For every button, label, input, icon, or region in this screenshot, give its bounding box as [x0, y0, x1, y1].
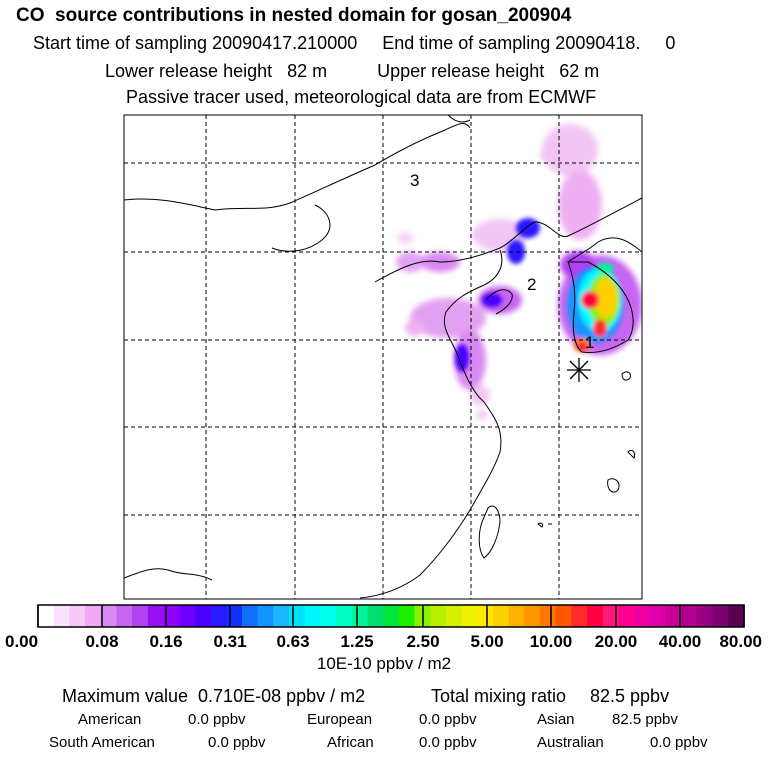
australian-label: Australian: [537, 734, 604, 751]
colorbar-swatch: [132, 605, 149, 627]
colorbar-swatch: [681, 605, 698, 627]
release-height-line: Lower release height 82 m Upper release …: [105, 61, 600, 81]
colorbar-swatch: [53, 605, 70, 627]
colorbar-swatch: [210, 605, 227, 627]
region-label-2: 2: [527, 275, 536, 294]
colorbar-swatch: [383, 605, 400, 627]
total-mixing-value: 82.5 ppbv: [590, 686, 670, 706]
colorbar-swatch: [571, 605, 588, 627]
american-value: 0.0 ppbv: [188, 711, 246, 728]
american-label: American: [78, 711, 142, 728]
colorbar-swatch: [712, 605, 729, 627]
colorbar-tick-label: 10.00: [530, 632, 573, 651]
colorbar-swatch: [367, 605, 384, 627]
map-frame: [123, 114, 643, 600]
colorbar-unit: 10E-10 ppbv / m2: [316, 654, 452, 673]
colorbar-swatch: [649, 605, 667, 627]
colorbar-swatch: [194, 605, 212, 627]
colorbar-swatch: [665, 605, 682, 627]
colorbar-tick-label: 0.00: [5, 632, 38, 651]
colorbar-swatch: [696, 605, 714, 627]
colorbar-swatch: [602, 605, 620, 627]
colorbar-swatch: [100, 605, 118, 627]
colorbar-swatches: [38, 605, 745, 627]
colorbar-ticks: [37, 605, 745, 627]
asian-value: 82.5 ppbv: [612, 711, 678, 728]
australian-value: 0.0 ppbv: [650, 734, 708, 751]
colorbar-swatch: [540, 605, 557, 627]
region-label-3: 3: [410, 171, 419, 190]
european-value: 0.0 ppbv: [419, 711, 477, 728]
colorbar-tick-label: 1.25: [340, 632, 373, 651]
colorbar-frame: [37, 604, 745, 628]
lat-lon-grid: [124, 115, 642, 599]
colorbar-swatch: [69, 605, 86, 627]
colorbar-tick-label: 5.00: [470, 632, 503, 651]
colorbar-swatch: [163, 605, 180, 627]
colorbar-swatch: [618, 605, 635, 627]
colorbar-tick-label: 2.50: [406, 632, 439, 651]
colorbar-swatch: [116, 605, 133, 627]
african-label: African: [327, 734, 374, 751]
colorbar-swatch: [179, 605, 196, 627]
region-label-1: 1: [585, 333, 594, 352]
sampling-time-line: Start time of sampling 20090417.210000 E…: [33, 33, 676, 53]
colorbar-swatch: [336, 605, 353, 627]
colorbar-tick-label: 20.00: [595, 632, 638, 651]
colorbar-swatch: [304, 605, 321, 627]
colorbar-swatch: [273, 605, 290, 627]
colorbar-swatch: [85, 605, 102, 627]
european-label: European: [307, 711, 373, 728]
colorbar-swatch: [241, 605, 259, 627]
colorbar-swatch: [587, 605, 604, 627]
african-value: 0.0 ppbv: [419, 734, 477, 751]
colorbar-swatch: [430, 605, 447, 627]
colorbar-tick-label: 80.00: [719, 632, 762, 651]
max-value: Maximum value 0.710E-08 ppbv / m2: [62, 686, 366, 706]
colorbar-swatch: [477, 605, 494, 627]
colorbar-swatch: [634, 605, 651, 627]
colorbar-swatch: [257, 605, 274, 627]
colorbar-swatch: [492, 605, 510, 627]
colorbar-swatch: [555, 605, 573, 627]
map-panel: 3 2 1: [123, 114, 643, 600]
colorbar: 0.00 0.08 0.16 0.31 0.63 1.25 2.50 5.00 10.00 20.…: [5, 604, 762, 651]
colorbar-swatch: [147, 605, 165, 627]
colorbar-tick-label: 40.00: [659, 632, 702, 651]
colorbar-swatch: [461, 605, 478, 627]
total-mixing-label: Total mixing ratio: [431, 686, 567, 706]
colorbar-tick-label: 0.16: [149, 632, 182, 651]
colorbar-tick-labels: 0.00 0.08 0.16 0.31 0.63 1.25 2.50 5.00 10.00 20.…: [5, 632, 762, 651]
chart-title: CO source contributions in nested domain…: [16, 5, 572, 26]
colorbar-swatch: [398, 605, 416, 627]
colorbar-swatch: [38, 605, 55, 627]
colorbar-swatch: [728, 605, 745, 627]
colorbar-swatch: [351, 605, 369, 627]
colorbar-swatch: [320, 605, 337, 627]
south-american-value: 0.0 ppbv: [208, 734, 266, 751]
colorbar-swatch: [524, 605, 541, 627]
tracer-info-line: Passive tracer used, meteorological data…: [126, 87, 597, 107]
colorbar-tick-label: 0.63: [276, 632, 309, 651]
colorbar-swatch: [445, 605, 463, 627]
south-american-label: South American: [49, 734, 155, 751]
colorbar-tick-label: 0.31: [213, 632, 246, 651]
coastlines: [124, 115, 642, 599]
colorbar-tick-label: 0.08: [85, 632, 118, 651]
asterisk-icon: [567, 358, 591, 382]
asian-label: Asian: [537, 711, 575, 728]
colorbar-swatch: [226, 605, 243, 627]
colorbar-swatch: [289, 605, 306, 627]
colorbar-swatch: [508, 605, 525, 627]
